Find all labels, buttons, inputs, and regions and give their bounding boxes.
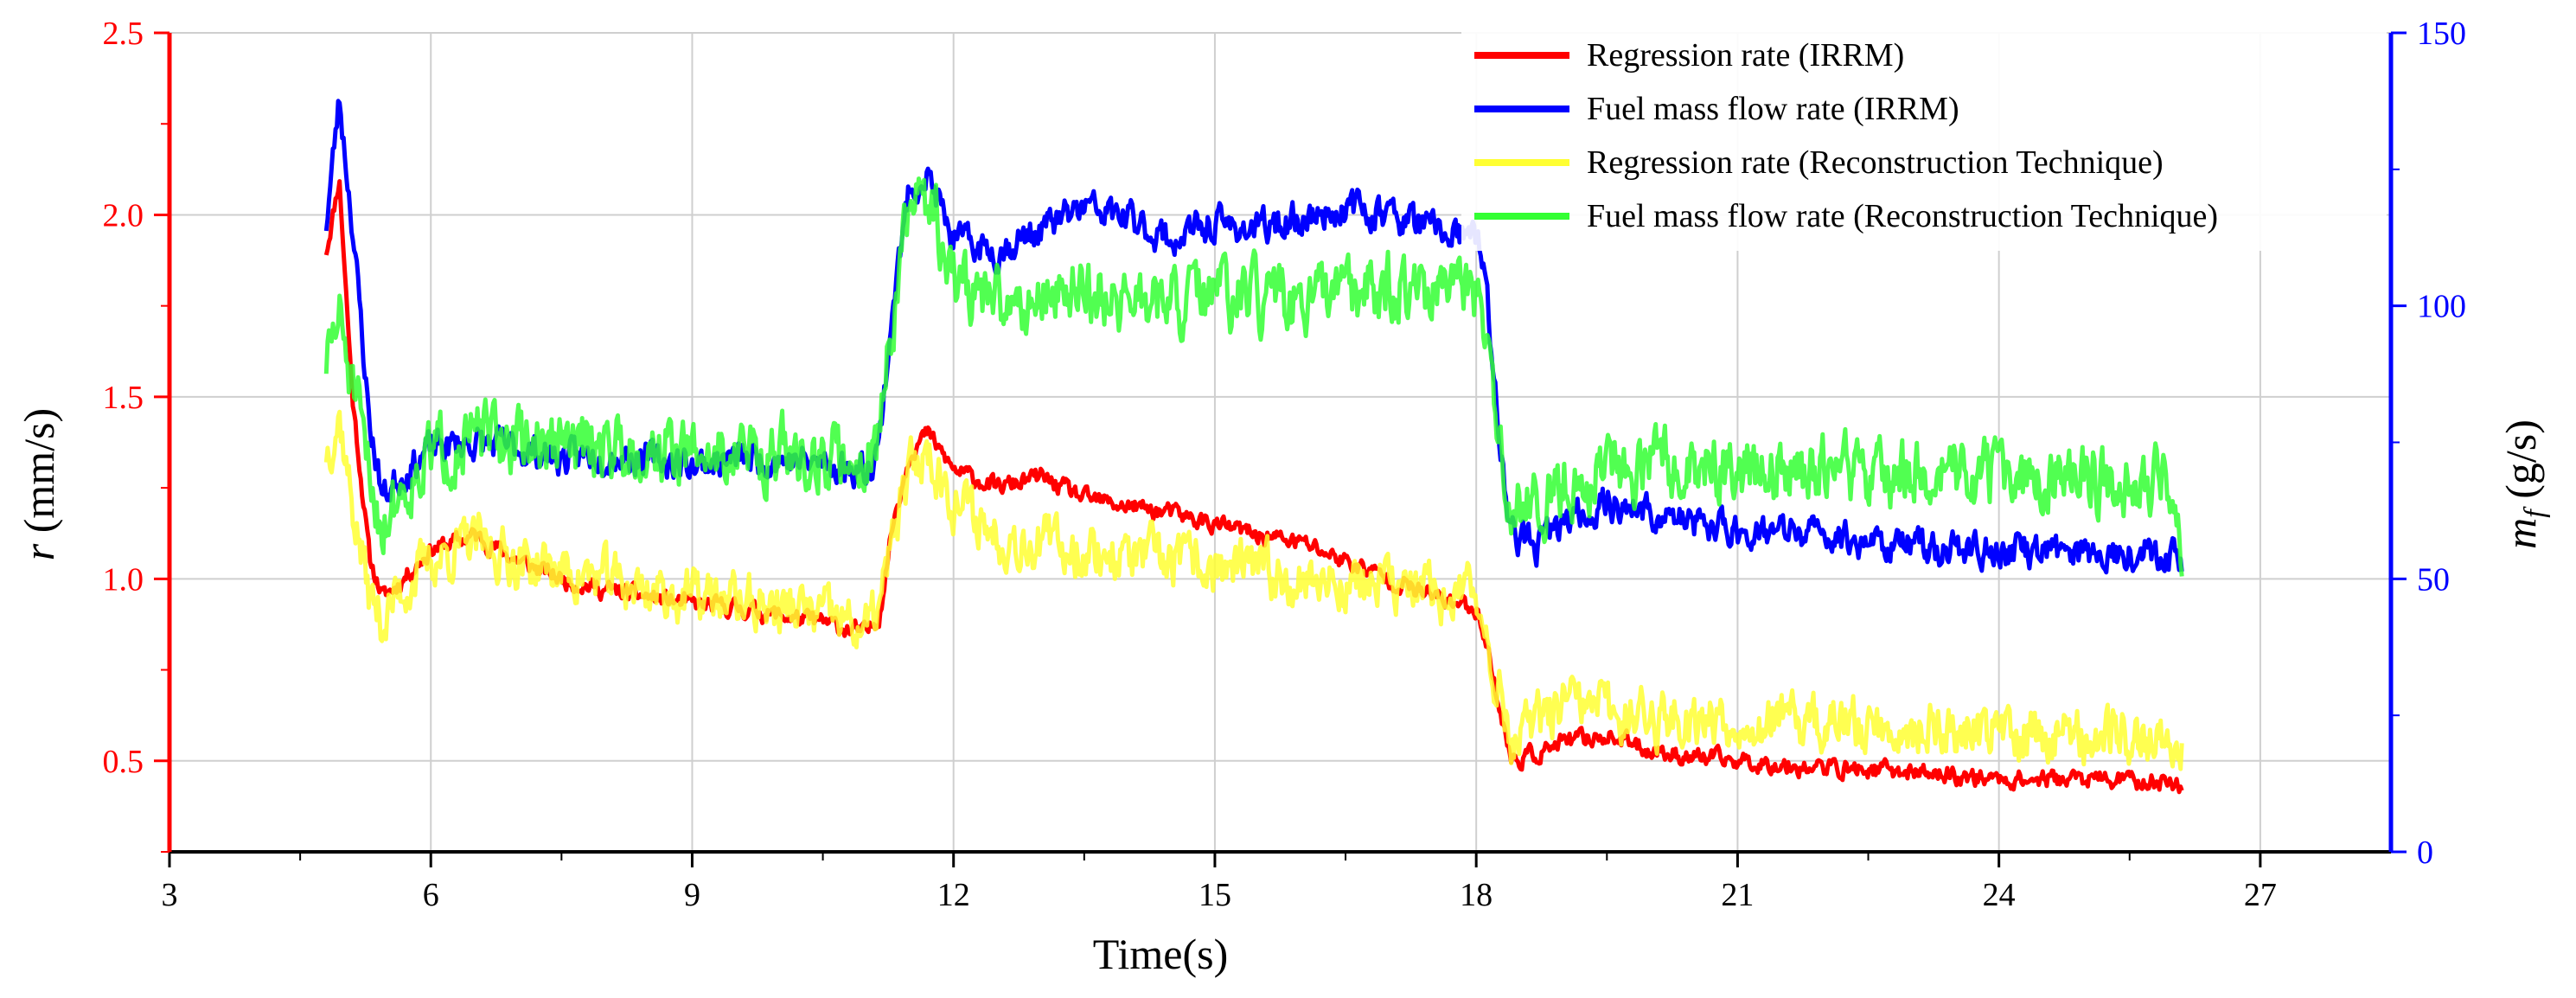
y-left-symbol: r <box>15 543 63 560</box>
y-right-tick-label-3: 150 <box>2417 16 2466 52</box>
series-line-2 <box>323 409 2184 771</box>
legend-label-0: Regression rate (IRRM) <box>1587 37 1904 74</box>
legend: Regression rate (IRRM) Fuel mass flow ra… <box>1461 24 2387 251</box>
series-line-3 <box>323 176 2184 577</box>
x-tick-label-0: 3 <box>162 877 178 913</box>
x-tick-label-2: 9 <box>684 877 700 913</box>
tick-labels: 3 6 9 12 15 18 21 24 27 0.5 1.0 1.5 2.0 2.5 0 50 100 150 <box>103 16 2467 913</box>
y-right-symbol: m <box>2496 518 2545 549</box>
y-right-tick-label-0: 0 <box>2417 835 2433 871</box>
x-tick-label-5: 18 <box>1460 877 1493 913</box>
legend-background <box>1461 24 2387 251</box>
x-tick-label-8: 27 <box>2244 877 2277 913</box>
y-left-axis-title: r (mm/s) <box>15 408 63 560</box>
y-left-tick-label-1: 1.0 <box>103 561 144 598</box>
y-left-tick-label-2: 1.5 <box>103 380 144 416</box>
x-tick-label-4: 15 <box>1199 877 1231 913</box>
y-left-tick-label-0: 0.5 <box>103 744 144 780</box>
x-axis-title: Time(s) <box>1093 930 1229 978</box>
legend-label-1: Fuel mass flow rate (IRRM) <box>1587 91 1959 127</box>
x-tick-label-1: 6 <box>423 877 439 913</box>
axes <box>154 31 2407 867</box>
series-group <box>323 99 2184 795</box>
y-right-tick-label-2: 100 <box>2417 289 2466 325</box>
x-tick-label-7: 24 <box>1983 877 2016 913</box>
y-left-tick-label-3: 2.0 <box>103 197 144 234</box>
y-left-tick-label-4: 2.5 <box>103 16 144 52</box>
y-right-axis-title: mf (g/s) <box>2496 419 2551 549</box>
y-right-tick-label-1: 50 <box>2417 561 2450 598</box>
legend-label-2: Regression rate (Reconstruction Techniqu… <box>1587 144 2164 181</box>
y-right-unit: (g/s) <box>2496 419 2545 509</box>
x-tick-label-3: 12 <box>937 877 970 913</box>
y-left-unit: (mm/s) <box>15 408 63 544</box>
legend-label-3: Fuel mass flow rate (Reconstruction Tech… <box>1587 198 2218 234</box>
x-tick-label-6: 21 <box>1721 877 1754 913</box>
